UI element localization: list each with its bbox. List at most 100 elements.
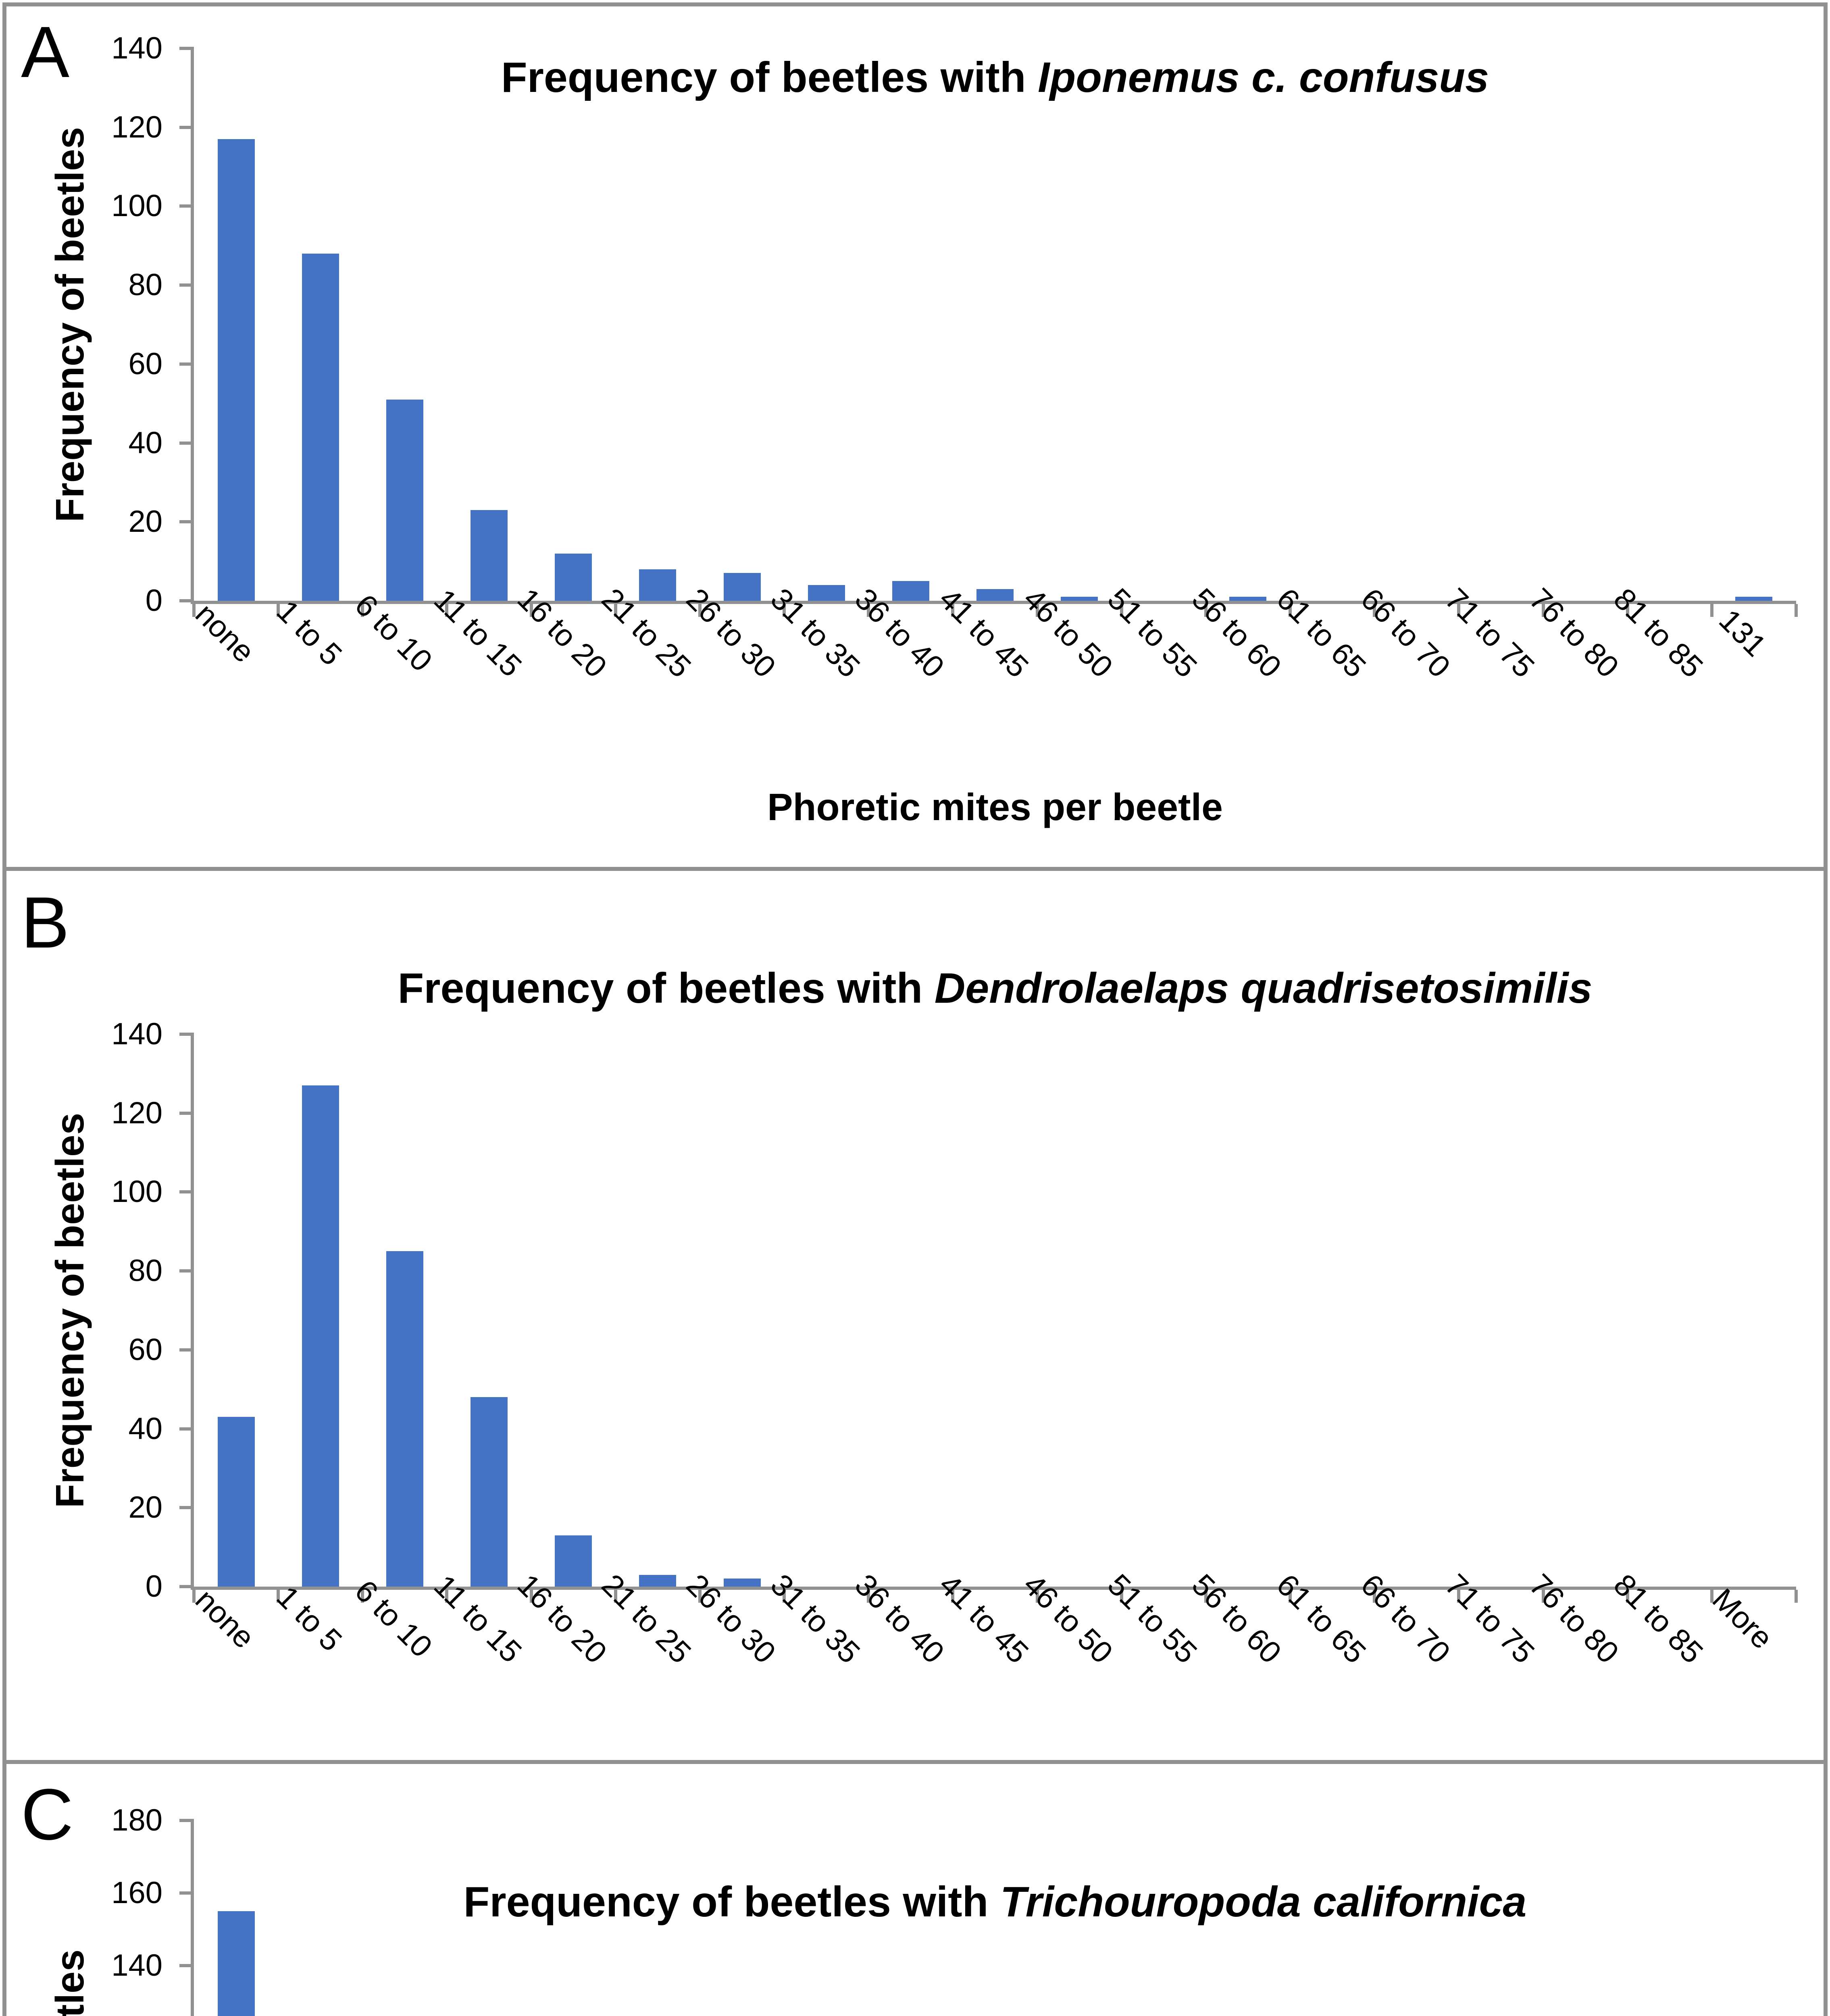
panel-C-y-tick-label-140: 140 xyxy=(111,1948,162,1983)
panel-A-x-tick-18 xyxy=(1710,604,1713,617)
panel-A-y-tick-label-40: 40 xyxy=(128,426,162,460)
panel-A: A Frequency of beetles with Iponemus c. … xyxy=(0,6,1830,867)
panel-A-x-label-81-to-85: 81 to 85 xyxy=(1607,581,1710,685)
panel-B-y-tick-label-80: 80 xyxy=(128,1254,162,1288)
panel-B-x-tick-18 xyxy=(1710,1590,1713,1603)
panel-A-y-tick-60 xyxy=(179,362,194,366)
panel-B-x-tick-19 xyxy=(1795,1590,1798,1603)
panel-A-x-tick-16 xyxy=(1542,604,1545,617)
panel-A-letter: A xyxy=(21,12,70,93)
panel-A-title-prefix: Frequency of beetles with xyxy=(501,54,1038,101)
panel-A-x-tick-10 xyxy=(1036,604,1039,617)
panel-A-x-axis-title: Phoretic mites per beetle xyxy=(767,786,1223,829)
panel-B-x-tick-11 xyxy=(1120,1590,1123,1603)
panel-B-x-tick-0 xyxy=(192,1590,196,1603)
panel-C: C Frequency of beetles with Trichouropod… xyxy=(0,1765,1830,2016)
panel-A-x-label-66-to-70: 66 to 70 xyxy=(1354,581,1457,685)
panel-A-bar-26-to-30 xyxy=(724,573,761,601)
panel-A-x-tick-19 xyxy=(1795,604,1798,617)
panel-A-bar-21-to-25 xyxy=(639,569,676,601)
panel-B-bar-21-to-25 xyxy=(639,1575,676,1587)
panel-B-y-tick-140 xyxy=(179,1033,194,1036)
panel-B-x-tick-12 xyxy=(1204,1590,1208,1603)
panel-A-x-label-131: 131 xyxy=(1712,603,1773,663)
panel-A-x-tick-5 xyxy=(614,604,617,617)
panel-C-y-tick-label-180: 180 xyxy=(111,1803,162,1837)
panel-B-x-label-31-to-35: 31 to 35 xyxy=(764,1567,867,1670)
panel-A-y-tick-120 xyxy=(179,126,194,129)
panel-A-x-tick-2 xyxy=(361,604,364,617)
panel-C-y-axis-line xyxy=(191,1820,194,2016)
panel-B-x-tick-9 xyxy=(951,1590,954,1603)
panel-B-bar-16-to-20 xyxy=(555,1535,592,1587)
panel-A-x-tick-8 xyxy=(867,604,870,617)
panel-A-x-label-61-to-65: 61 to 65 xyxy=(1270,581,1373,685)
panel-A-x-label-1-to-5: 1 to 5 xyxy=(270,594,349,673)
panel-B-y-tick-60 xyxy=(179,1348,194,1352)
panel-B-letter: B xyxy=(21,882,70,963)
panel-C-y-tick-140 xyxy=(179,1964,194,1967)
panel-A-x-tick-14 xyxy=(1373,604,1376,617)
panel-A-bar-131 xyxy=(1735,597,1772,601)
panel-B-x-label-none: none xyxy=(189,1583,261,1655)
panel-B-x-label-36-to-40: 36 to 40 xyxy=(848,1567,951,1670)
panel-A-y-axis-title: Frequency of beetles xyxy=(48,127,92,523)
panel-A-x-axis-line xyxy=(191,601,1796,604)
panel-A-y-tick-0 xyxy=(179,599,194,602)
panel-A-x-tick-7 xyxy=(783,604,786,617)
panel-B-x-label-46-to-50: 46 to 50 xyxy=(1016,1567,1120,1670)
panel-C-bar-none xyxy=(218,1911,255,2016)
panel-A-bar-46-to-50 xyxy=(1061,597,1098,601)
panel-A-y-tick-label-140: 140 xyxy=(111,31,162,65)
panel-B-y-tick-20 xyxy=(179,1506,194,1509)
panel-A-y-tick-20 xyxy=(179,520,194,523)
panel-B-x-label-71-to-75: 71 to 75 xyxy=(1438,1567,1541,1670)
panel-A-bar-16-to-20 xyxy=(555,554,592,601)
panel-B-x-tick-2 xyxy=(361,1590,364,1603)
panel-C-title-species: Trichouropoda californica xyxy=(1000,1878,1527,1926)
panel-A-x-tick-6 xyxy=(698,604,702,617)
panel-A-x-tick-11 xyxy=(1120,604,1123,617)
panel-A-bar-none xyxy=(218,139,255,601)
panel-B-x-tick-7 xyxy=(783,1590,786,1603)
panel-A-title-species: Iponemus c. confusus xyxy=(1038,54,1489,101)
panel-A-x-label-none: none xyxy=(189,597,261,669)
panel-B-y-tick-label-60: 60 xyxy=(128,1333,162,1367)
panel-B-bar-11-to-15 xyxy=(471,1397,508,1587)
panel-A-x-label-76-to-80: 76 to 80 xyxy=(1522,581,1626,685)
panel-B-y-tick-label-120: 120 xyxy=(111,1096,162,1130)
panel-A-y-axis-line xyxy=(191,48,194,601)
panel-B-x-tick-4 xyxy=(530,1590,533,1603)
panel-A-bar-36-to-40 xyxy=(892,581,929,601)
panel-A-y-tick-label-120: 120 xyxy=(111,110,162,144)
panel-A-x-tick-9 xyxy=(951,604,954,617)
panel-C-title-prefix: Frequency of beetles with xyxy=(463,1878,1000,1926)
panel-B-y-tick-label-140: 140 xyxy=(111,1017,162,1051)
panel-B-x-tick-5 xyxy=(614,1590,617,1603)
panel-B-x-tick-3 xyxy=(445,1590,448,1603)
panel-A-x-tick-4 xyxy=(530,604,533,617)
panel-A-x-label-51-to-55: 51 to 55 xyxy=(1101,581,1204,685)
panel-A-bar-56-to-60 xyxy=(1229,597,1266,601)
panel-B-y-tick-label-0: 0 xyxy=(145,1569,162,1604)
panel-A-bar-1-to-5 xyxy=(302,254,339,601)
panel-B-x-label-More: More xyxy=(1705,1582,1780,1656)
panel-C-y-tick-label-160: 160 xyxy=(111,1876,162,1910)
panel-A-x-tick-17 xyxy=(1626,604,1629,617)
panel-B-title-prefix: Frequency of beetles with xyxy=(398,964,935,1012)
panel-B-x-tick-6 xyxy=(698,1590,702,1603)
panel-B-x-tick-13 xyxy=(1289,1590,1292,1603)
panel-B-y-tick-label-100: 100 xyxy=(111,1175,162,1209)
panel-B-x-tick-15 xyxy=(1457,1590,1460,1603)
panel-A-y-tick-label-80: 80 xyxy=(128,268,162,302)
panel-B-title-species: Dendrolaelaps quadrisetosimilis xyxy=(934,964,1593,1012)
panel-divider-B-C xyxy=(6,1760,1824,1764)
panel-B-x-label-1-to-5: 1 to 5 xyxy=(270,1579,349,1658)
panel-B-x-label-56-to-60: 56 to 60 xyxy=(1185,1567,1288,1670)
panel-B-y-axis-line xyxy=(191,1034,194,1587)
panel-B-x-axis-line xyxy=(191,1587,1796,1590)
panel-C-chart-title: Frequency of beetles with Trichouropoda … xyxy=(194,1879,1796,1926)
panel-B-x-label-81-to-85: 81 to 85 xyxy=(1607,1567,1710,1670)
panel-B-x-label-51-to-55: 51 to 55 xyxy=(1101,1567,1204,1670)
